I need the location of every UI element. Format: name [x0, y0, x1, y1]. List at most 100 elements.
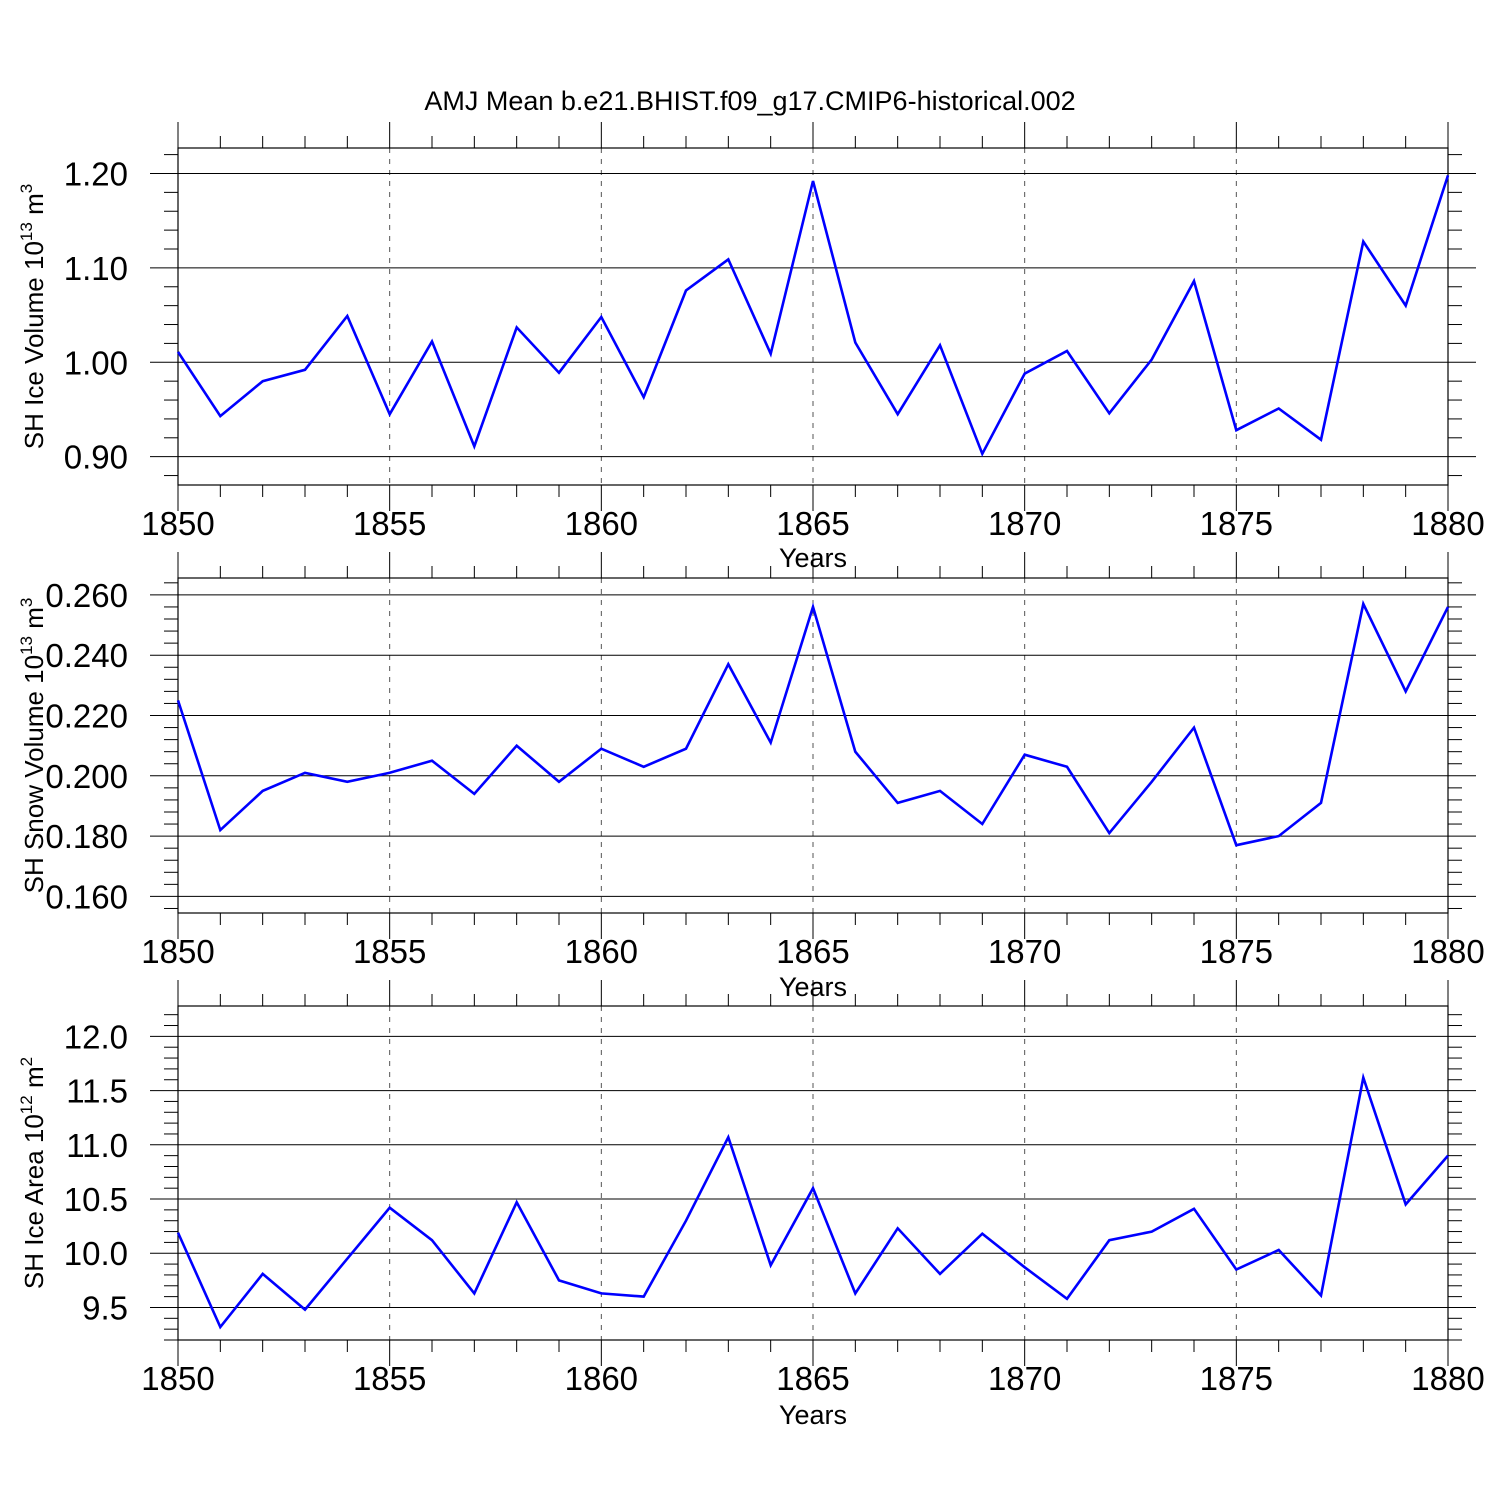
snow-volume-point — [812, 606, 814, 608]
snow-volume-point — [1235, 844, 1237, 846]
ice-volume-panel: 1850 1855 1860 1865 1870 1875 1880 0.90 1.00 1.10… — [17, 122, 1485, 573]
ice-volume-point — [515, 326, 517, 328]
ice-volume-point — [1150, 358, 1152, 360]
y-axis-label: SH Snow Volume 1013 m3 — [17, 598, 49, 894]
ice-area-point — [346, 1257, 348, 1259]
ice-volume-point — [685, 289, 687, 291]
snow-volume-point — [685, 747, 687, 749]
ice-area-point — [1066, 1298, 1068, 1300]
y-label-text: m — [19, 193, 49, 222]
ice-area-point — [1404, 1203, 1406, 1205]
snow-volume-point — [1150, 781, 1152, 783]
x-tick-label: 1860 — [565, 1360, 638, 1397]
ice-area-point — [854, 1292, 856, 1294]
ice-volume-point — [600, 316, 602, 318]
snow-volume-point — [1023, 753, 1025, 755]
ice-area-point — [261, 1273, 263, 1275]
ice-area-point — [769, 1264, 771, 1266]
ice-volume-series-line — [176, 174, 1450, 457]
y-tick-label: 11.5 — [66, 1073, 128, 1110]
ice-volume-point — [812, 180, 814, 182]
ice-area-point — [515, 1201, 517, 1203]
ice-volume-point — [1404, 304, 1406, 306]
ice-volume-point — [558, 371, 560, 373]
x-tick-label: 1880 — [1411, 1360, 1484, 1397]
ice-volume-point — [431, 340, 433, 342]
x-tick-label: 1880 — [1411, 505, 1484, 542]
x-tick-label: 1850 — [141, 505, 214, 542]
ice-area-point — [727, 1136, 729, 1138]
ice-area-point — [1447, 1154, 1449, 1156]
ice-volume-point — [981, 453, 983, 455]
snow-volume-point — [1277, 835, 1279, 837]
ice-area-point — [600, 1292, 602, 1294]
x-tick-label: 1865 — [776, 505, 849, 542]
snow-volume-point — [1362, 603, 1364, 605]
snow-volume-point — [1066, 766, 1068, 768]
snow-volume-point — [981, 823, 983, 825]
y-label-text: m — [19, 607, 49, 636]
ice-volume-point — [854, 341, 856, 343]
ice-area-point — [473, 1292, 475, 1294]
ice-volume-point — [304, 369, 306, 371]
y-tick-label: 0.200 — [45, 758, 128, 795]
x-tick-label: 1875 — [1200, 505, 1273, 542]
ice-area-point — [642, 1295, 644, 1297]
ice-area-point — [219, 1326, 221, 1328]
y-tick-label: 1.20 — [64, 155, 128, 192]
ice-volume-point — [642, 396, 644, 398]
ice-volume-point — [1447, 174, 1449, 176]
y-label-superscript: 3 — [17, 184, 36, 193]
ice-area-point — [939, 1273, 941, 1275]
snow-volume-point — [1404, 690, 1406, 692]
ice-area-point — [1362, 1076, 1364, 1078]
chart-title: AMJ Mean b.e21.BHIST.f09_g17.CMIP6-histo… — [424, 86, 1075, 116]
x-tick-label: 1870 — [988, 1360, 1061, 1397]
ice-area-point — [304, 1308, 306, 1310]
x-tick-label: 1865 — [776, 933, 849, 970]
snow-volume-point — [939, 790, 941, 792]
y-tick-label: 1.00 — [64, 344, 128, 381]
ice-volume-point — [473, 445, 475, 447]
ice-area-point — [558, 1279, 560, 1281]
y-tick-label: 10.0 — [64, 1235, 128, 1272]
ice-area-point — [1320, 1294, 1322, 1296]
y-label-superscript: 13 — [17, 222, 36, 241]
y-tick-label: 12.0 — [64, 1018, 128, 1055]
ice-volume-point — [1193, 280, 1195, 282]
x-tick-label: 1860 — [565, 505, 638, 542]
y-label-text: SH Ice Area 10 — [19, 1114, 49, 1289]
x-tick-label: 1870 — [988, 505, 1061, 542]
ice-area-point — [1277, 1249, 1279, 1251]
ice-volume-point — [388, 413, 390, 415]
ice-area-point — [981, 1233, 983, 1235]
y-label-text: SH Snow Volume 10 — [19, 655, 49, 893]
y-label-superscript: 2 — [17, 1057, 36, 1066]
y-label-text: m — [19, 1066, 49, 1095]
ice-volume-point — [261, 380, 263, 382]
y-label-superscript: 12 — [17, 1095, 36, 1114]
ice-volume-point — [177, 351, 179, 353]
snow-volume-point — [219, 829, 221, 831]
ice-volume-point — [896, 413, 898, 415]
x-tick-label: 1865 — [776, 1360, 849, 1397]
snow-volume-point — [346, 781, 348, 783]
ice-area-panel: 1850 1855 1860 1865 1870 1875 1880 9.5 10.0 10.5 1… — [17, 980, 1485, 1430]
y-tick-label: 9.5 — [82, 1289, 128, 1326]
y-tick-label: 0.160 — [45, 878, 128, 915]
snow-volume-point — [727, 663, 729, 665]
snow-volume-panel: 1850 1855 1860 1865 1870 1875 1880 0.160 0.180 0.… — [17, 552, 1485, 1002]
ice-area-point — [812, 1187, 814, 1189]
ice-area-point — [431, 1239, 433, 1241]
snow-volume-point — [1193, 726, 1195, 728]
x-tick-label: 1875 — [1200, 933, 1273, 970]
y-tick-label: 11.0 — [66, 1127, 128, 1164]
ice-area-point — [1150, 1230, 1152, 1232]
ice-area-point — [1193, 1208, 1195, 1210]
y-tick-label: 1.10 — [64, 250, 128, 287]
y-tick-label: 10.5 — [64, 1181, 128, 1218]
ice-volume-point — [939, 344, 941, 346]
x-axis-label: Years — [779, 1400, 847, 1430]
x-tick-label: 1855 — [353, 933, 426, 970]
